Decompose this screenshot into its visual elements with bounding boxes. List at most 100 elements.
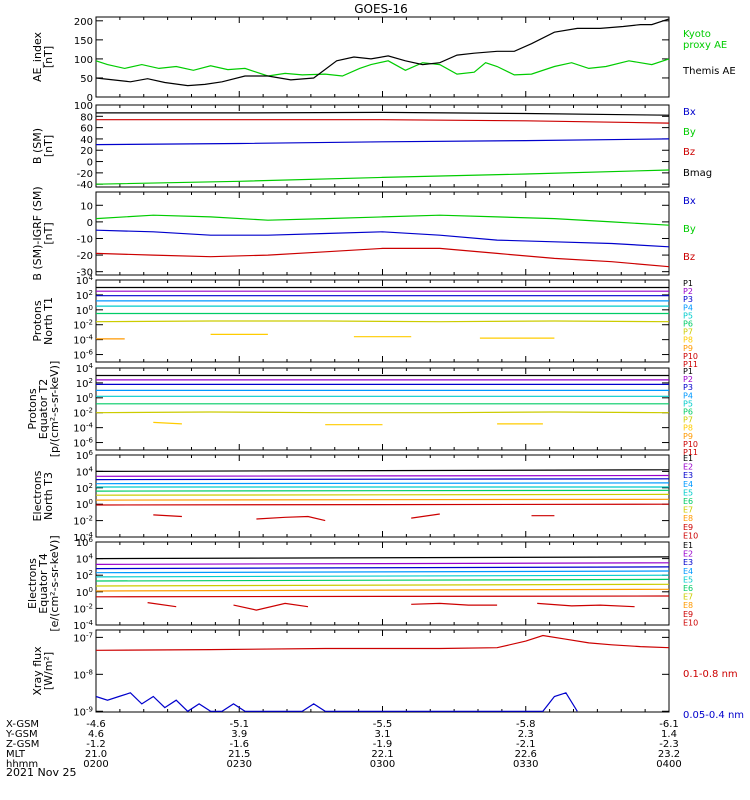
- y-tick-label: 10-6: [73, 437, 93, 450]
- x-col-value: 0200: [83, 759, 108, 770]
- x-col-value: -4.6: [86, 719, 106, 730]
- legend-entry: P9: [683, 432, 693, 441]
- panel-frame: [95, 541, 670, 626]
- y-tick-label: 102: [76, 289, 93, 302]
- panel-7: 106 104 102 100 10-2 10-4 ElectronsEquator T4[…: [26, 535, 698, 632]
- legend-entry: E10: [683, 531, 698, 540]
- legend-entry: 0.05-0.4 nm: [683, 710, 744, 721]
- panel-3: -30 -20 -10 0 10 B (SM)-IGRF (SM)[nT] Bx By Bz: [31, 186, 696, 280]
- series-line: [95, 478, 670, 481]
- series-line: [95, 493, 670, 496]
- legend-entry: P9: [683, 344, 693, 353]
- legend-entry: P8: [683, 424, 693, 433]
- panel-8: 10-7 10-8 10-9 Xray flux[W/m²] 0.1-0.8 nm 0.0…: [31, 629, 744, 721]
- series-line: [153, 514, 182, 518]
- x-col-value: 0230: [227, 759, 252, 770]
- series-line: [95, 583, 670, 587]
- y-tick-label: 0: [87, 93, 93, 104]
- series-line: [95, 58, 670, 77]
- y-tick-label: 102: [76, 569, 93, 582]
- y-axis-label: Xray flux[W/m²]: [31, 646, 55, 696]
- y-axis-label: ElectronsEquator T4[e/(cm²-s-sr-keV)]: [26, 535, 61, 631]
- y-tick-label: 10-9: [73, 705, 93, 718]
- series-line: [95, 562, 670, 566]
- legend-entry: Bx: [683, 107, 696, 118]
- series-line: [96, 111, 670, 116]
- x-col-value: -1.9: [373, 739, 393, 750]
- series-line: [256, 515, 326, 522]
- series-line: [537, 602, 635, 608]
- legend-entry: P6: [683, 408, 693, 417]
- legend-entry: P5: [683, 311, 693, 320]
- y-tick-label: 60: [80, 124, 93, 135]
- y-axis-label: B (SM)[nT]: [31, 128, 55, 164]
- series-line: [95, 229, 670, 248]
- y-tick-label: 10-8: [73, 668, 93, 681]
- legend-entry: Bmag: [683, 168, 712, 179]
- series-line: [95, 482, 670, 485]
- x-col-value: 22.6: [515, 749, 537, 760]
- legend-entry: E7: [683, 506, 693, 515]
- legend-entry: E4: [683, 567, 693, 576]
- y-tick-label: 106: [76, 536, 94, 549]
- y-tick-label: 10-4: [73, 619, 93, 632]
- x-col-value: 22.1: [371, 749, 393, 760]
- series-line: [95, 574, 670, 578]
- panel-4: 104 102 100 10-2 10-4 10-6 ProtonsNorth T1 P1P2…: [31, 274, 698, 369]
- x-col-value: -5.8: [516, 719, 536, 730]
- x-col-value: 0400: [656, 759, 681, 770]
- x-row-label: MLT: [6, 749, 26, 760]
- x-col-value: 0330: [513, 759, 538, 770]
- series-line: [411, 513, 440, 519]
- y-tick-label: 10-2: [73, 407, 93, 420]
- series-line: [153, 421, 182, 425]
- y-tick-label: 50: [80, 74, 93, 85]
- y-tick-label: 100: [76, 498, 93, 511]
- series-line: [95, 214, 670, 226]
- y-tick-label: 104: [76, 553, 94, 566]
- x-col-value: -5.5: [373, 719, 393, 730]
- series-line: [95, 570, 670, 574]
- legend-entry: P11: [683, 448, 698, 457]
- x-row-label: X-GSM: [6, 719, 39, 730]
- y-axis-label: ProtonsNorth T1: [31, 297, 55, 345]
- legend-entry: Themis AE: [682, 66, 736, 77]
- panel-frame: [95, 454, 670, 538]
- legend-entry: P10: [683, 440, 698, 449]
- legend-entry: P4: [683, 391, 693, 400]
- series-line: [95, 556, 670, 560]
- x-col-value: 21.5: [228, 749, 250, 760]
- legend-entry: E7: [683, 593, 693, 602]
- legend-entry: P3: [683, 295, 693, 304]
- x-col-value: -2.3: [659, 739, 679, 750]
- x-col-value: 21.0: [85, 749, 107, 760]
- series-line: [96, 119, 670, 124]
- y-axis-label: AE_index[nT]: [31, 31, 55, 82]
- legend-entry: E10: [683, 618, 698, 627]
- x-row-label: hhmm: [6, 759, 38, 770]
- y-tick-label: 10-7: [73, 631, 93, 644]
- legend-entry: E6: [683, 497, 693, 506]
- x-col-value: 3.1: [375, 729, 391, 740]
- series-line: [411, 602, 498, 606]
- y-tick-label: 102: [76, 377, 93, 390]
- series-line: [95, 503, 670, 506]
- series-line: [95, 18, 670, 87]
- y-tick-label: 10-2: [73, 602, 93, 615]
- legend-entry: P8: [683, 336, 693, 345]
- y-tick-label: 200: [74, 17, 93, 28]
- legend-entry: P5: [683, 399, 693, 408]
- legend-entry: E8: [683, 514, 693, 523]
- series-line: [95, 578, 670, 582]
- y-tick-label: 20: [80, 146, 93, 157]
- legend-entry: E2: [683, 550, 693, 559]
- x-col-value: 2.3: [518, 729, 534, 740]
- legend-entry: 0.1-0.8 nm: [683, 669, 738, 680]
- x-col-value: -6.1: [659, 719, 679, 730]
- y-tick-label: 100: [74, 101, 93, 112]
- y-tick-label: 0: [87, 158, 93, 169]
- x-col-value: 0300: [370, 759, 395, 770]
- y-tick-label: -20: [77, 251, 93, 262]
- x-col-value: 3.9: [231, 729, 247, 740]
